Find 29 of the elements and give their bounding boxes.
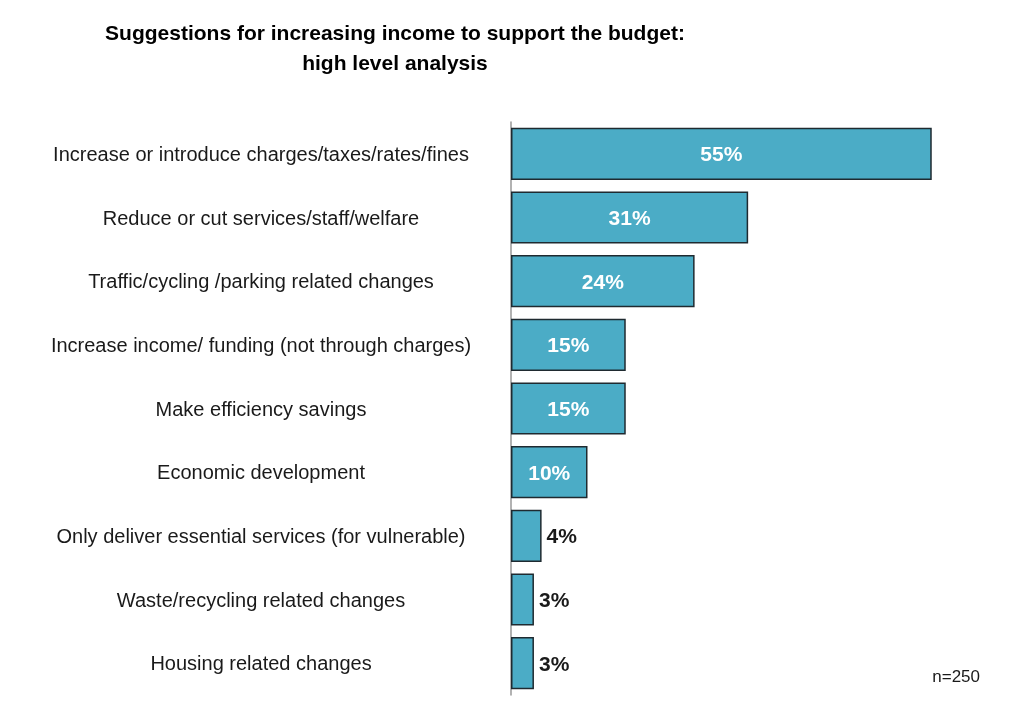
bar [511, 573, 534, 626]
data-label: 4% [546, 524, 578, 548]
data-label: 55% [700, 142, 743, 166]
y-tick-label: Reduce or cut services/staff/welfare [102, 206, 420, 229]
bar [511, 446, 588, 499]
y-tick-label: Waste/recycling related changes [116, 588, 406, 611]
bar [511, 509, 542, 562]
y-tick-label: Increase income/ funding (not through charges) [50, 333, 472, 356]
data-label: 3% [538, 588, 570, 611]
y-tick-label: Make efficiency savings [155, 397, 367, 420]
data-label: 31% [608, 206, 651, 229]
bar [511, 255, 695, 308]
y-tick-label: Increase or introduce charges/taxes/rates/fines [53, 142, 469, 165]
data-label: 3% [538, 651, 570, 675]
bar [511, 318, 626, 371]
chart-title: Suggestions for increasing income to support the budget: high level analysis [105, 20, 685, 74]
bar [511, 637, 534, 690]
data-label: 24% [581, 269, 625, 293]
data-label: 10% [528, 460, 571, 484]
data-label: 15% [547, 333, 590, 357]
y-tick-label: Housing related changes [150, 652, 372, 675]
y-tick-label: Only deliver essential services (for vulnerable) [56, 524, 466, 547]
bar [511, 382, 626, 435]
bar [511, 127, 932, 180]
text: n=250 [932, 667, 980, 686]
y-tick-label: Traffic/cycling /parking related changes [88, 270, 434, 293]
bar [511, 191, 749, 244]
data-label: 15% [547, 397, 590, 420]
y-tick-label: Economic development [157, 461, 366, 484]
